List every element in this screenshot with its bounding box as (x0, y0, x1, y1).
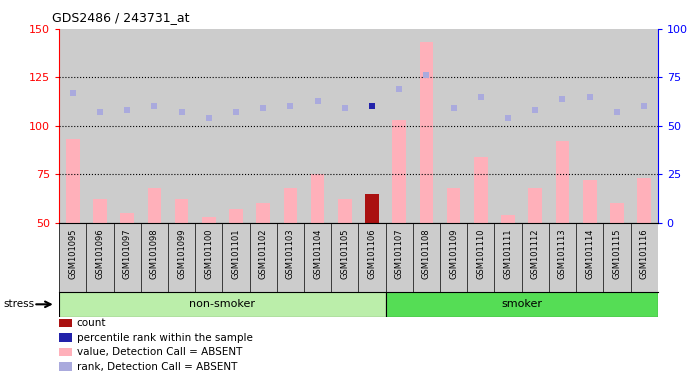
Text: GSM101100: GSM101100 (205, 228, 213, 279)
Text: GSM101098: GSM101098 (150, 228, 159, 279)
Text: GSM101114: GSM101114 (585, 228, 594, 279)
Bar (148, 188, 161, 223)
Bar (386, 292, 658, 317)
Text: GSM101115: GSM101115 (612, 228, 622, 279)
Text: GDS2486 / 243731_at: GDS2486 / 243731_at (52, 12, 190, 25)
Bar (638, 178, 651, 223)
Bar (501, 215, 515, 223)
Text: GSM101104: GSM101104 (313, 228, 322, 279)
Bar (631, 29, 658, 223)
Bar (365, 194, 379, 223)
Bar (175, 199, 189, 223)
Bar (338, 199, 351, 223)
Text: GSM101111: GSM101111 (504, 228, 512, 279)
Bar (440, 29, 467, 223)
Bar (467, 29, 494, 223)
Bar (331, 29, 358, 223)
Text: non-smoker: non-smoker (189, 299, 255, 310)
Text: GSM101097: GSM101097 (122, 228, 132, 279)
Text: GSM101109: GSM101109 (449, 228, 458, 279)
Bar (93, 199, 106, 223)
Text: value, Detection Call = ABSENT: value, Detection Call = ABSENT (77, 347, 242, 357)
Bar (583, 180, 596, 223)
Text: GSM101116: GSM101116 (640, 228, 649, 279)
Text: GSM101105: GSM101105 (340, 228, 349, 279)
Text: smoker: smoker (501, 299, 542, 310)
Bar (223, 29, 250, 223)
Text: count: count (77, 318, 106, 328)
Bar (59, 29, 86, 223)
Text: rank, Detection Call = ABSENT: rank, Detection Call = ABSENT (77, 362, 237, 372)
Bar (386, 29, 413, 223)
Bar (522, 29, 549, 223)
Text: GSM101102: GSM101102 (259, 228, 268, 279)
Bar (576, 29, 603, 223)
Bar (284, 188, 297, 223)
Bar (59, 292, 386, 317)
Bar (120, 213, 134, 223)
Bar (311, 174, 324, 223)
Bar (555, 141, 569, 223)
Bar (250, 29, 277, 223)
Bar (393, 120, 406, 223)
Text: GSM101103: GSM101103 (286, 228, 295, 279)
Bar (168, 29, 195, 223)
Bar (256, 204, 270, 223)
Text: GSM101099: GSM101099 (177, 228, 186, 279)
Text: GSM101095: GSM101095 (68, 228, 77, 279)
Bar (358, 29, 386, 223)
Bar (549, 29, 576, 223)
Bar (229, 209, 243, 223)
Bar (202, 217, 216, 223)
Text: stress: stress (3, 299, 35, 310)
Bar (277, 29, 304, 223)
Text: GSM101107: GSM101107 (395, 228, 404, 279)
Text: GSM101101: GSM101101 (232, 228, 241, 279)
Text: GSM101096: GSM101096 (95, 228, 104, 279)
Bar (113, 29, 141, 223)
Bar (304, 29, 331, 223)
Bar (528, 188, 542, 223)
Bar (447, 188, 461, 223)
Text: percentile rank within the sample: percentile rank within the sample (77, 333, 253, 343)
Text: GSM101108: GSM101108 (422, 228, 431, 279)
Bar (413, 29, 440, 223)
Bar (86, 29, 113, 223)
Bar (474, 157, 488, 223)
Bar (141, 29, 168, 223)
Text: GSM101110: GSM101110 (476, 228, 485, 279)
Text: GSM101112: GSM101112 (531, 228, 540, 279)
Bar (494, 29, 522, 223)
Bar (610, 204, 624, 223)
Bar (66, 139, 79, 223)
Text: GSM101113: GSM101113 (558, 228, 567, 279)
Bar (603, 29, 631, 223)
Text: GSM101106: GSM101106 (367, 228, 377, 279)
Bar (420, 42, 433, 223)
Bar (195, 29, 223, 223)
